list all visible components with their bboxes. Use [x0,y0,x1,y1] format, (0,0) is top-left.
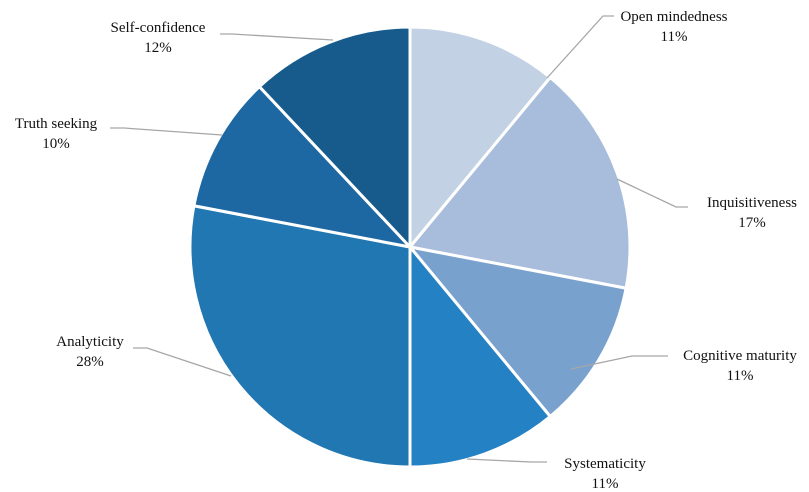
slice-percent-analyticity: 28% [76,354,104,370]
slice-percent-systematicity: 11% [592,476,619,492]
slice-percent-cognitive-maturity: 11% [727,368,754,384]
slice-percent-self-confidence: 12% [144,40,172,56]
leader-line-inquisitiveness [616,178,688,208]
leader-line-truth-seeking [110,127,223,136]
leader-line-systematicity [466,458,547,463]
pie-slice-self-confidence [257,25,412,249]
leader-lines [110,15,688,463]
leader-line-cognitive-maturity [570,355,668,370]
slice-label-systematicity: Systematicity [564,456,646,472]
slice-label-analyticity: Analyticity [56,334,124,350]
pie-slice-systematicity [408,245,552,469]
slice-label-self-confidence: Self-confidence [111,20,206,36]
pie-slices [188,25,632,469]
slice-label-cognitive-maturity: Cognitive maturity [683,348,797,364]
leader-line-analyticity [133,347,232,377]
leader-line-self-confidence [220,33,334,41]
slice-percent-inquisitiveness: 17% [738,215,766,231]
pie-slice-open-mindedness [408,25,552,249]
slice-label-truth-seeking: Truth seeking [15,116,98,132]
slice-percent-open-mindedness: 11% [661,29,688,45]
slice-labels: Open mindedness 11% Inquisitiveness 17% Cogn… [15,9,798,492]
slice-label-open-mindedness: Open mindedness [620,9,727,25]
pie-slice-inquisitiveness [408,75,632,290]
pie-slice-truth-seeking [192,85,412,249]
slice-label-inquisitiveness: Inquisitiveness [707,195,797,211]
leader-line-open-mindedness [546,15,614,79]
slice-percent-truth-seeking: 10% [42,136,70,152]
pie-slice-cognitive-maturity [408,245,628,419]
pie-slice-analyticity [188,204,412,469]
